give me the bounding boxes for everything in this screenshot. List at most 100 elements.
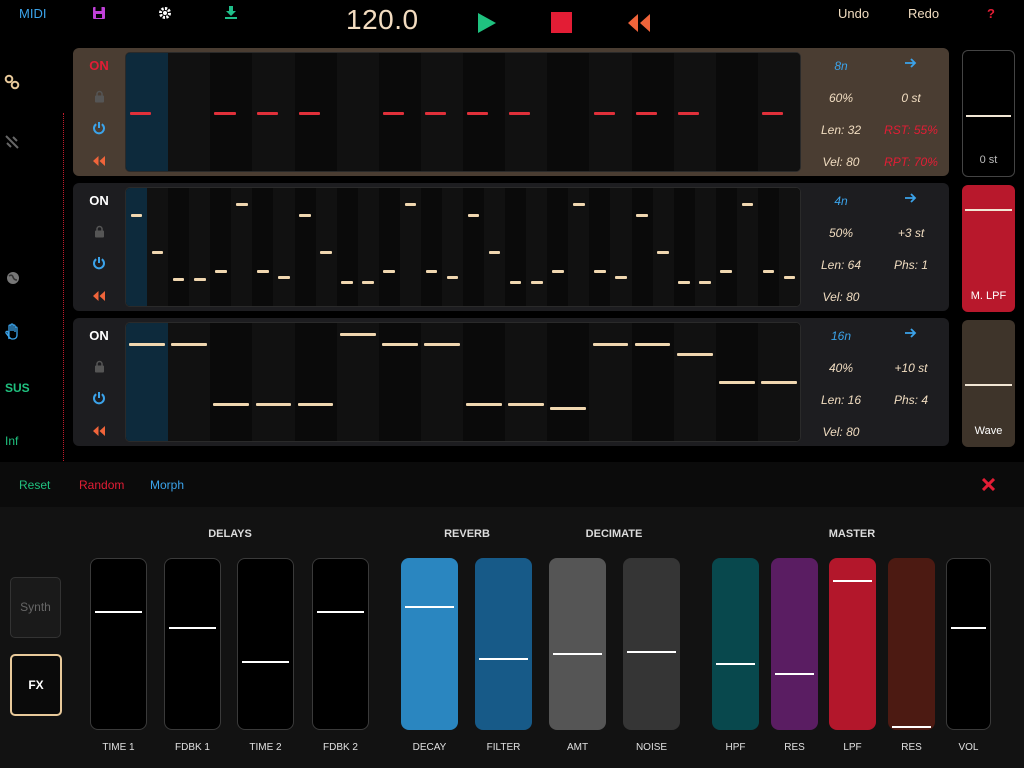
step-column[interactable] bbox=[673, 188, 695, 306]
download-icon[interactable] bbox=[224, 5, 238, 25]
fader-decay[interactable] bbox=[401, 558, 458, 730]
fx-tab[interactable]: FX bbox=[10, 654, 62, 716]
step-note[interactable] bbox=[130, 213, 143, 217]
step-note[interactable] bbox=[678, 280, 690, 284]
reset-button[interactable]: Reset bbox=[19, 478, 51, 492]
step-column[interactable] bbox=[147, 188, 169, 306]
slider-handle[interactable] bbox=[965, 208, 1012, 211]
step-column[interactable] bbox=[547, 53, 590, 171]
step-note[interactable] bbox=[425, 112, 447, 115]
step-note[interactable] bbox=[551, 269, 564, 273]
step-note[interactable] bbox=[425, 269, 438, 273]
step-note[interactable] bbox=[130, 112, 152, 115]
step-note[interactable] bbox=[362, 280, 374, 284]
step-column[interactable] bbox=[210, 188, 232, 306]
side-slider-1[interactable]: 0 st bbox=[962, 50, 1015, 177]
fader-handle[interactable] bbox=[951, 627, 986, 630]
step-column[interactable] bbox=[715, 188, 737, 306]
step-note[interactable] bbox=[382, 112, 405, 115]
step-note[interactable] bbox=[657, 251, 669, 255]
step-column[interactable] bbox=[610, 188, 632, 306]
step-note[interactable] bbox=[677, 112, 699, 115]
step-note[interactable] bbox=[257, 269, 269, 273]
step-column[interactable] bbox=[441, 188, 463, 306]
fader-time-1[interactable] bbox=[90, 558, 147, 730]
length-value[interactable]: Len: 64 bbox=[820, 258, 862, 272]
step-note[interactable] bbox=[320, 251, 332, 255]
fader-vol[interactable] bbox=[946, 558, 991, 730]
fader-handle[interactable] bbox=[405, 606, 454, 609]
step-column[interactable] bbox=[252, 323, 295, 441]
step-note[interactable] bbox=[615, 276, 627, 280]
fader-noise[interactable] bbox=[623, 558, 680, 730]
track-rewind-icon[interactable] bbox=[73, 425, 125, 440]
step-column[interactable] bbox=[694, 188, 716, 306]
step-note[interactable] bbox=[446, 276, 459, 280]
step-column[interactable] bbox=[505, 188, 527, 306]
step-note[interactable] bbox=[298, 112, 320, 115]
step-note[interactable] bbox=[509, 280, 522, 284]
fader-handle[interactable] bbox=[479, 657, 528, 660]
step-column[interactable] bbox=[568, 188, 590, 306]
step-column[interactable] bbox=[168, 323, 211, 441]
step-column[interactable] bbox=[715, 53, 758, 171]
step-column[interactable] bbox=[336, 323, 379, 441]
step-note[interactable] bbox=[594, 269, 606, 273]
step-note[interactable] bbox=[171, 343, 208, 347]
step-note[interactable] bbox=[383, 269, 396, 273]
random-button[interactable]: Random bbox=[79, 478, 125, 492]
play-icon[interactable] bbox=[477, 12, 497, 39]
hand-icon[interactable] bbox=[4, 323, 22, 346]
step-column[interactable] bbox=[463, 188, 485, 306]
fader-handle[interactable] bbox=[242, 660, 289, 663]
power-icon[interactable] bbox=[73, 256, 125, 273]
step-note[interactable] bbox=[256, 112, 278, 115]
tempo-display[interactable]: 120.0 bbox=[346, 4, 419, 35]
transpose-value[interactable]: +10 st bbox=[894, 361, 928, 375]
step-column[interactable] bbox=[357, 188, 379, 306]
slider-handle[interactable] bbox=[965, 383, 1012, 386]
step-column[interactable] bbox=[463, 323, 506, 441]
step-note[interactable] bbox=[488, 251, 501, 255]
step-grid[interactable] bbox=[125, 322, 801, 442]
step-note[interactable] bbox=[213, 402, 250, 406]
division-value[interactable]: 4n bbox=[834, 194, 848, 208]
fader-fdbk-1[interactable] bbox=[164, 558, 221, 730]
step-note[interactable] bbox=[573, 202, 585, 206]
gate-value[interactable]: 50% bbox=[828, 226, 854, 240]
step-note[interactable] bbox=[424, 343, 460, 347]
synth-tab[interactable]: Synth bbox=[10, 577, 61, 638]
lock-icon[interactable] bbox=[73, 225, 125, 241]
step-note[interactable] bbox=[783, 276, 796, 280]
step-column[interactable] bbox=[336, 188, 358, 306]
step-column[interactable] bbox=[652, 188, 674, 306]
gate-value[interactable]: 40% bbox=[828, 361, 854, 375]
step-column[interactable] bbox=[526, 188, 548, 306]
arrow-right-icon[interactable] bbox=[881, 192, 941, 206]
gate-value[interactable]: 60% bbox=[828, 91, 854, 105]
fader-amt[interactable] bbox=[549, 558, 606, 730]
step-note[interactable] bbox=[741, 202, 754, 206]
help-button[interactable]: ? bbox=[987, 6, 995, 21]
step-note[interactable] bbox=[593, 112, 615, 115]
step-column[interactable] bbox=[126, 323, 169, 441]
step-note[interactable] bbox=[635, 112, 657, 115]
step-note[interactable] bbox=[214, 269, 227, 273]
arrow-right-icon[interactable] bbox=[881, 327, 941, 341]
track-rewind-icon[interactable] bbox=[73, 290, 125, 305]
power-icon[interactable] bbox=[73, 391, 125, 408]
step-note[interactable] bbox=[299, 213, 311, 217]
step-note[interactable] bbox=[550, 406, 587, 410]
step-note[interactable] bbox=[151, 251, 164, 255]
step-column[interactable] bbox=[168, 188, 190, 306]
param-value[interactable]: Phs: 4 bbox=[893, 393, 929, 407]
step-note[interactable] bbox=[129, 343, 165, 347]
velocity-value[interactable]: Vel: 80 bbox=[822, 425, 860, 439]
length-value[interactable]: Len: 16 bbox=[820, 393, 862, 407]
sustain-button[interactable]: SUS bbox=[5, 381, 30, 395]
redo-button[interactable]: Redo bbox=[908, 6, 940, 21]
step-column[interactable] bbox=[294, 188, 316, 306]
step-column[interactable] bbox=[547, 323, 590, 441]
fader-handle[interactable] bbox=[317, 610, 364, 613]
step-note[interactable] bbox=[466, 402, 502, 406]
